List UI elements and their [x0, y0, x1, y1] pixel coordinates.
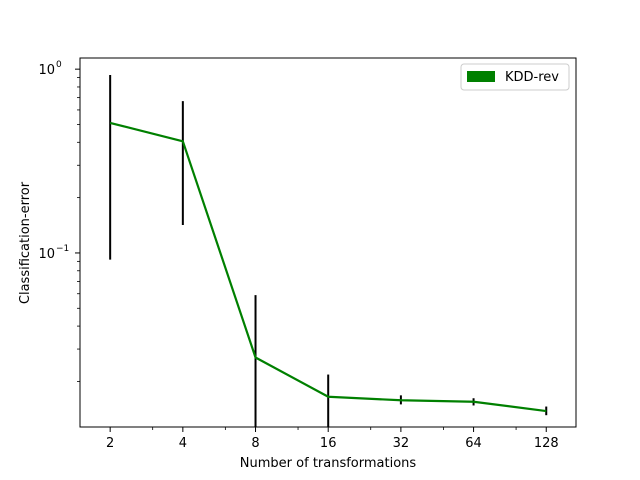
x-axis-label: Number of transformations	[240, 456, 417, 471]
x-tick-label: 128	[534, 436, 559, 451]
error-bars	[109, 74, 548, 427]
x-tick-label: 32	[393, 436, 410, 451]
legend: KDD-rev	[460, 63, 570, 91]
x-tick-label: 64	[465, 436, 482, 451]
x-tick-label: 2	[106, 436, 114, 451]
x-tick-label: 8	[251, 436, 259, 451]
y-tick-exponent: −1	[56, 244, 69, 254]
y-tick-label: 10	[38, 247, 55, 262]
x-tick-label: 16	[320, 436, 337, 451]
legend-swatch	[467, 71, 495, 82]
series-line-0	[109, 121, 547, 413]
y-tick-exponent: 0	[56, 60, 62, 70]
x-tick-label: 4	[179, 436, 187, 451]
x-axis: 2 4 8 16 32 64 128	[106, 427, 559, 451]
y-axis-label: Classification-error	[18, 181, 33, 304]
legend-frame	[460, 63, 570, 91]
plot-area	[80, 58, 576, 427]
legend-label: KDD-rev	[505, 70, 559, 85]
series-lines	[109, 121, 547, 413]
y-tick-label: 10	[38, 63, 55, 78]
